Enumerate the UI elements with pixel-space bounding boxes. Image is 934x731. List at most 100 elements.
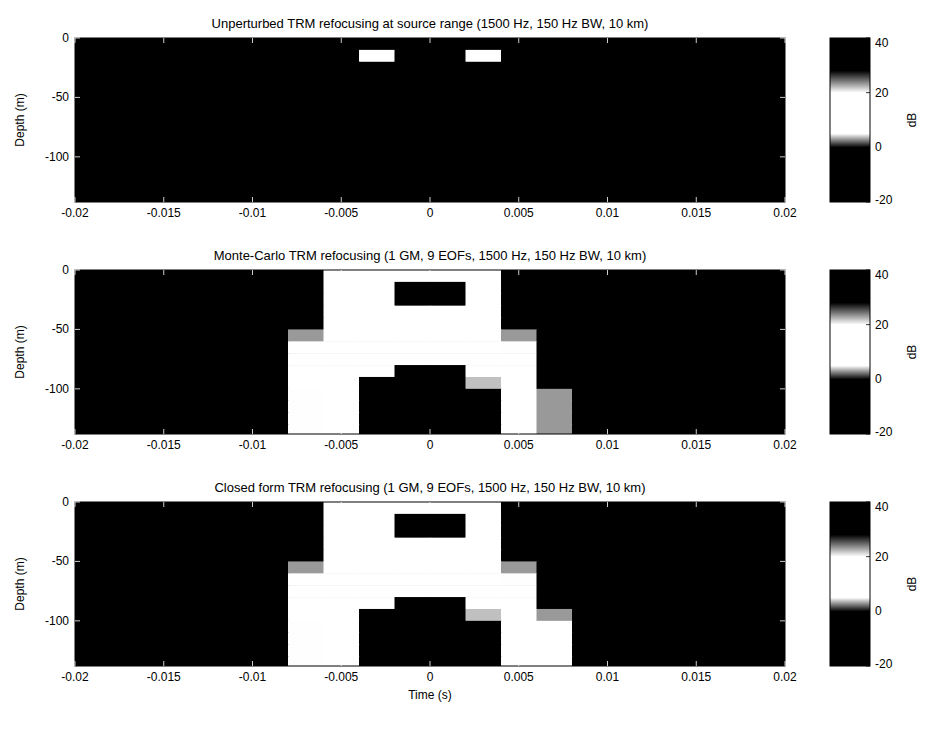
heat-cell: [182, 656, 218, 666]
heat-cell: [288, 62, 324, 74]
heat-cell: [537, 329, 573, 341]
heat-cell: [608, 609, 644, 621]
heat-cell: [395, 192, 431, 202]
x-tick: [252, 661, 253, 666]
heat-cell: [75, 365, 111, 377]
heat-cell: [714, 97, 750, 109]
heat-cell: [608, 109, 644, 121]
heat-cell: [111, 169, 147, 181]
heat-cell: [146, 365, 182, 377]
heat-cell: [146, 109, 182, 121]
heat-cell: [679, 609, 715, 621]
heat-cell: [466, 538, 502, 550]
heat-cell: [217, 133, 253, 145]
heat-cell: [466, 401, 502, 413]
heat-cell: [679, 74, 715, 86]
heat-cell: [750, 270, 786, 282]
heat-cell: [714, 318, 750, 330]
y-axis-title: Depth (m): [13, 325, 27, 378]
x-tick: [518, 197, 519, 202]
heat-cell: [537, 377, 573, 389]
heat-cell: [253, 389, 289, 401]
heat-cell: [572, 389, 608, 401]
heat-cell: [537, 538, 573, 550]
heat-cell: [466, 145, 502, 157]
heat-cell: [466, 656, 502, 666]
heat-cell: [714, 169, 750, 181]
heat-cell: [288, 169, 324, 181]
heat-cell: [608, 424, 644, 434]
heat-cell: [146, 656, 182, 666]
heat-cell: [288, 192, 324, 202]
heat-cell: [466, 62, 502, 74]
heat-cell: [679, 121, 715, 133]
heat-cell: [217, 526, 253, 538]
heat-cell: [395, 502, 431, 514]
heat-cell: [359, 341, 395, 353]
heat-cell: [537, 157, 573, 169]
colorbar-tick-label: -20: [875, 425, 893, 439]
heat-cell: [430, 621, 466, 633]
heat-cell: [395, 38, 431, 50]
heat-cell: [359, 633, 395, 645]
heat-cell: [182, 50, 218, 62]
heat-cell: [750, 550, 786, 562]
heat-cell: [182, 306, 218, 318]
heat-cell: [714, 401, 750, 413]
heat-cell: [217, 645, 253, 657]
heat-cell: [324, 109, 360, 121]
heat-cell: [217, 502, 253, 514]
heat-cell: [75, 621, 111, 633]
heat-cell: [572, 38, 608, 50]
heat-cell: [750, 621, 786, 633]
heat-cell: [111, 401, 147, 413]
heat-cell: [466, 526, 502, 538]
heat-cell: [501, 157, 537, 169]
heat-cell: [572, 181, 608, 193]
heat-cell: [146, 633, 182, 645]
heat-cell: [572, 538, 608, 550]
heat-cell: [253, 38, 289, 50]
x-tick-label: 0: [427, 206, 434, 220]
heat-cell: [608, 169, 644, 181]
heat-cell: [501, 573, 537, 585]
colorbar-tick-label: 40: [875, 268, 889, 282]
heat-cell: [146, 192, 182, 202]
heat-cell: [679, 133, 715, 145]
heat-cell: [288, 157, 324, 169]
heat-cell: [146, 86, 182, 98]
heat-cell: [714, 502, 750, 514]
heat-cell: [537, 192, 573, 202]
heat-cell: [466, 609, 502, 621]
heat-cell: [714, 585, 750, 597]
heat-cell: [501, 597, 537, 609]
heat-cell: [359, 38, 395, 50]
cells: [75, 38, 785, 202]
panel: Unperturbed TRM refocusing at source ran…: [13, 16, 919, 220]
heat-cell: [253, 282, 289, 294]
heat-cell: [501, 585, 537, 597]
heat-cell: [395, 585, 431, 597]
heat-cell: [146, 121, 182, 133]
y-tick-label: -50: [52, 322, 70, 336]
heat-cell: [501, 389, 537, 401]
x-tick: [785, 661, 786, 666]
heat-cell: [288, 550, 324, 562]
heat-cell: [643, 573, 679, 585]
heat-cell: [466, 585, 502, 597]
heat-cell: [217, 109, 253, 121]
heat-cell: [572, 502, 608, 514]
heat-cell: [714, 621, 750, 633]
heat-cell: [288, 353, 324, 365]
heat-cell: [395, 97, 431, 109]
heat-cell: [608, 157, 644, 169]
heat-cell: [146, 377, 182, 389]
heat-cell: [714, 341, 750, 353]
heat-cell: [111, 585, 147, 597]
heat-cell: [501, 401, 537, 413]
heat-cell: [253, 401, 289, 413]
heat-cell: [643, 74, 679, 86]
heat-cell: [324, 424, 360, 434]
heat-cell: [324, 377, 360, 389]
heat-cell: [608, 121, 644, 133]
